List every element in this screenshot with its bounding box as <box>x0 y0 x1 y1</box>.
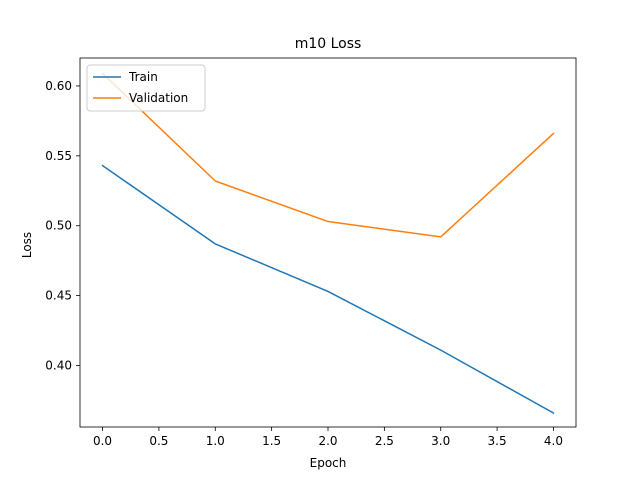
x-tick-label: 0.5 <box>149 434 168 448</box>
y-tick-label: 0.60 <box>45 79 72 93</box>
y-tick-label: 0.55 <box>45 149 72 163</box>
x-tick-label: 3.0 <box>431 434 450 448</box>
x-tick-label: 1.5 <box>262 434 281 448</box>
x-axis-title: Epoch <box>310 456 347 470</box>
axes-layer: 0.0 0.5 1.0 1.5 2.0 2.5 3.0 3.5 4.0 0.40 0.45 0.50 0… <box>45 57 577 448</box>
legend-label-validation: Validation <box>129 91 188 105</box>
chart-title: m10 Loss <box>295 36 362 52</box>
x-tick-label: 2.5 <box>375 434 394 448</box>
x-tick-label: 4.0 <box>544 434 563 448</box>
x-tick-label: 1.0 <box>206 434 225 448</box>
x-tick-label: 2.0 <box>318 434 337 448</box>
y-tick-label: 0.45 <box>45 289 72 303</box>
series-line-train <box>101 164 555 415</box>
legend-label-train: Train <box>128 70 158 84</box>
y-axis-title: Loss <box>20 232 34 258</box>
series-line-validation <box>101 72 555 238</box>
x-tick-label: 0.0 <box>93 434 112 448</box>
y-tick-label: 0.40 <box>45 359 72 373</box>
x-tick-label: 3.5 <box>488 434 507 448</box>
y-tick-label: 0.50 <box>45 219 72 233</box>
legend: Train Validation <box>86 64 206 112</box>
series-layer <box>101 72 555 415</box>
